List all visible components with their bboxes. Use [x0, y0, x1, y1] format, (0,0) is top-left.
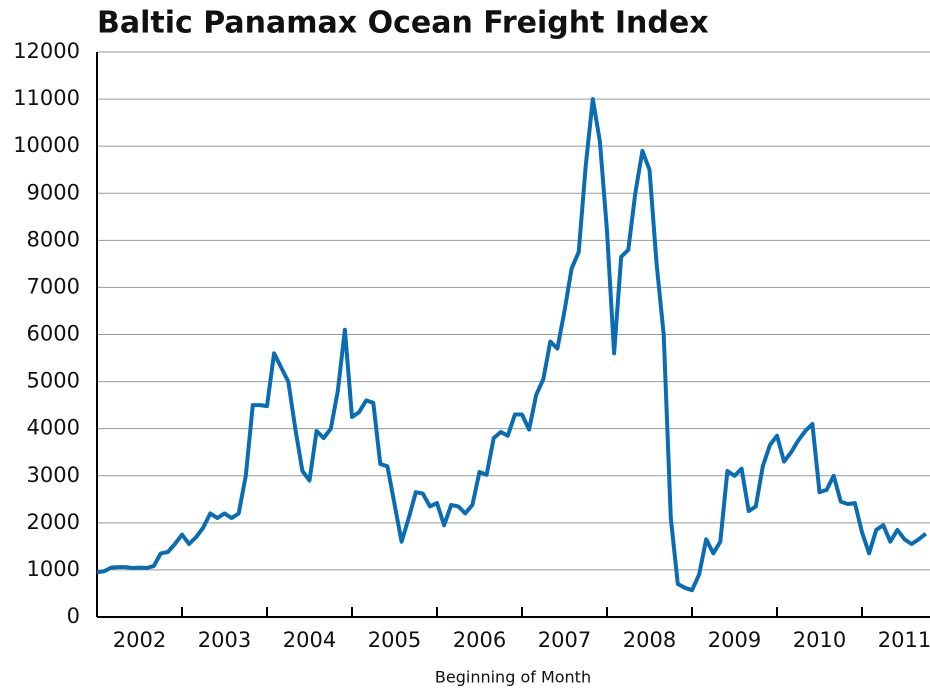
y-tick-label: 3000: [27, 463, 80, 487]
y-tick-label: 4000: [27, 416, 80, 440]
x-tick-label: 2005: [368, 628, 421, 652]
y-tick-label: 2000: [27, 510, 80, 534]
y-tick-label: 11000: [13, 86, 80, 110]
y-tick-label: 8000: [27, 227, 80, 251]
x-axis-label: Beginning of Month: [435, 668, 591, 687]
x-tick-label: 2003: [198, 628, 251, 652]
x-tick-label: 2002: [113, 628, 166, 652]
x-tick-label: 2010: [793, 628, 846, 652]
y-tick-label: 9000: [27, 180, 80, 204]
x-tick-label: 2007: [538, 628, 591, 652]
chart-title: Baltic Panamax Ocean Freight Index: [97, 6, 709, 41]
y-tick-label: 1000: [27, 557, 80, 581]
y-tick-label: 5000: [27, 369, 80, 393]
y-tick-label: 6000: [27, 322, 80, 346]
x-tick-label: 2009: [708, 628, 761, 652]
y-tick-label: 10000: [13, 133, 80, 157]
x-tick-label: 2008: [623, 628, 676, 652]
line-series: [96, 97, 928, 593]
y-tick-label: 12000: [13, 39, 80, 63]
x-tick-label: 2011: [878, 628, 930, 652]
y-tick-label: 7000: [27, 274, 80, 298]
y-tick-label: 0: [67, 604, 80, 628]
x-tick-label: 2006: [453, 628, 506, 652]
x-tick-label: 2004: [283, 628, 336, 652]
